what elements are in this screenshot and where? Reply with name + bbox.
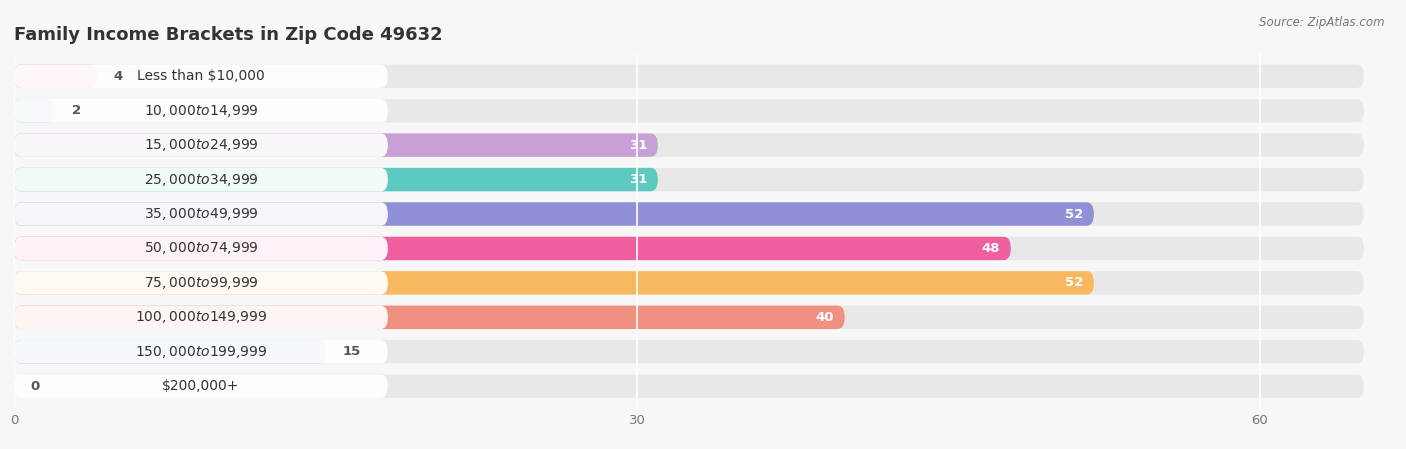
Text: $150,000 to $199,999: $150,000 to $199,999 [135, 344, 267, 360]
Text: 15: 15 [342, 345, 360, 358]
Text: $200,000+: $200,000+ [162, 379, 239, 393]
FancyBboxPatch shape [14, 306, 388, 329]
FancyBboxPatch shape [14, 306, 845, 329]
Text: 48: 48 [981, 242, 1001, 255]
Text: 52: 52 [1066, 207, 1084, 220]
FancyBboxPatch shape [14, 202, 1364, 226]
FancyBboxPatch shape [14, 237, 1364, 260]
FancyBboxPatch shape [14, 202, 388, 226]
FancyBboxPatch shape [14, 306, 1364, 329]
FancyBboxPatch shape [14, 65, 388, 88]
FancyBboxPatch shape [14, 340, 388, 364]
FancyBboxPatch shape [14, 340, 1364, 364]
FancyBboxPatch shape [14, 237, 1011, 260]
Text: Less than $10,000: Less than $10,000 [136, 69, 264, 83]
FancyBboxPatch shape [14, 374, 1364, 398]
FancyBboxPatch shape [14, 133, 388, 157]
FancyBboxPatch shape [14, 202, 1094, 226]
Text: $100,000 to $149,999: $100,000 to $149,999 [135, 309, 267, 326]
FancyBboxPatch shape [14, 237, 388, 260]
FancyBboxPatch shape [14, 99, 1364, 123]
FancyBboxPatch shape [14, 374, 388, 398]
Text: 52: 52 [1066, 277, 1084, 290]
Text: 40: 40 [815, 311, 834, 324]
FancyBboxPatch shape [14, 65, 97, 88]
Text: $15,000 to $24,999: $15,000 to $24,999 [143, 137, 259, 153]
Text: 4: 4 [114, 70, 122, 83]
Text: $75,000 to $99,999: $75,000 to $99,999 [143, 275, 259, 291]
FancyBboxPatch shape [14, 168, 1364, 191]
FancyBboxPatch shape [14, 133, 1364, 157]
Text: 31: 31 [628, 173, 647, 186]
FancyBboxPatch shape [14, 133, 658, 157]
Text: 31: 31 [628, 139, 647, 152]
FancyBboxPatch shape [14, 271, 388, 295]
FancyBboxPatch shape [14, 271, 1364, 295]
Text: 2: 2 [72, 104, 82, 117]
FancyBboxPatch shape [14, 271, 1094, 295]
Text: $50,000 to $74,999: $50,000 to $74,999 [143, 241, 259, 256]
Text: $10,000 to $14,999: $10,000 to $14,999 [143, 103, 259, 119]
Text: Family Income Brackets in Zip Code 49632: Family Income Brackets in Zip Code 49632 [14, 26, 443, 44]
Text: $35,000 to $49,999: $35,000 to $49,999 [143, 206, 259, 222]
FancyBboxPatch shape [14, 99, 56, 123]
FancyBboxPatch shape [14, 65, 1364, 88]
Text: $25,000 to $34,999: $25,000 to $34,999 [143, 172, 259, 188]
Text: Source: ZipAtlas.com: Source: ZipAtlas.com [1260, 16, 1385, 29]
Text: 0: 0 [31, 380, 39, 393]
FancyBboxPatch shape [14, 168, 658, 191]
FancyBboxPatch shape [14, 168, 388, 191]
FancyBboxPatch shape [14, 340, 326, 364]
FancyBboxPatch shape [14, 99, 388, 123]
